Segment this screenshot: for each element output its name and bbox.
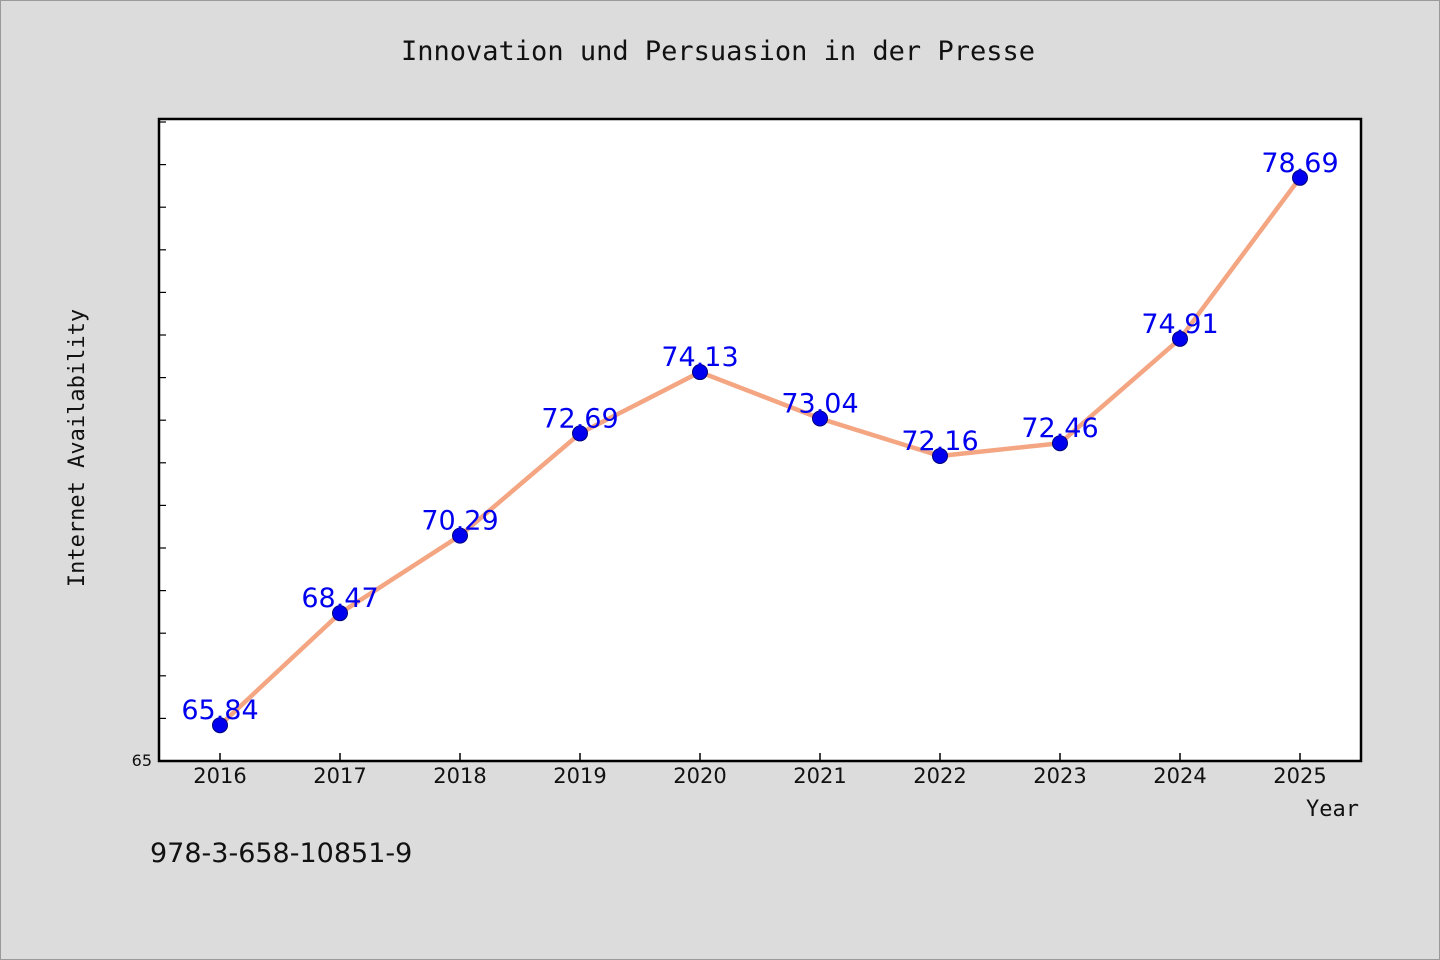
x-tick-label: 2018: [433, 764, 486, 788]
data-value-labels: 65.84 68.47 70.29 72.69 74.13 73.04 72.16 72.46…: [181, 148, 1338, 726]
x-axis-ticks: 2016 2017 2018 2019 2020 2021 2022 2023 2024 2025: [193, 753, 1327, 788]
data-label: 74.13: [661, 342, 738, 373]
data-point: [812, 410, 828, 427]
x-tick-label: 2017: [313, 764, 366, 788]
data-label: 72.69: [541, 403, 618, 434]
x-tick-label: 2016: [193, 764, 246, 788]
series-line: [217, 175, 1303, 728]
data-label: 68.47: [301, 583, 378, 614]
data-point: [572, 425, 588, 442]
data-point: [1292, 169, 1308, 186]
chart-title: Innovation und Persuasion in der Presse: [401, 36, 1035, 67]
data-point: [1052, 435, 1068, 452]
x-tick-label: 2023: [1033, 764, 1086, 788]
footnote-isbn: 978-3-658-10851-9: [150, 838, 412, 869]
data-label: 70.29: [421, 506, 498, 537]
data-label: 73.04: [781, 388, 858, 419]
data-label: 74.91: [1141, 309, 1218, 340]
data-label: 72.46: [1021, 413, 1098, 444]
data-label: 65.84: [181, 695, 258, 726]
y-tick-label-min: 65: [132, 751, 152, 770]
x-tick-label: 2024: [1153, 764, 1206, 788]
data-point: [692, 364, 708, 381]
data-label: 72.16: [901, 426, 978, 457]
data-point: [1172, 330, 1188, 347]
data-point-markers: [212, 169, 1308, 734]
y-axis-label: Internet Availability: [65, 309, 90, 587]
data-point: [452, 527, 468, 544]
data-point: [932, 447, 948, 464]
x-tick-label: 2019: [553, 764, 606, 788]
x-axis-label: Year: [1306, 797, 1359, 822]
data-label: 78.69: [1261, 148, 1338, 179]
data-point: [212, 717, 228, 734]
x-tick-label: 2020: [673, 764, 726, 788]
x-tick-label: 2022: [913, 764, 966, 788]
y-axis-ticks: [159, 121, 166, 720]
x-tick-label: 2021: [793, 764, 846, 788]
plot-area: [157, 117, 1363, 763]
x-tick-label: 2025: [1273, 764, 1326, 788]
data-point: [332, 605, 348, 622]
